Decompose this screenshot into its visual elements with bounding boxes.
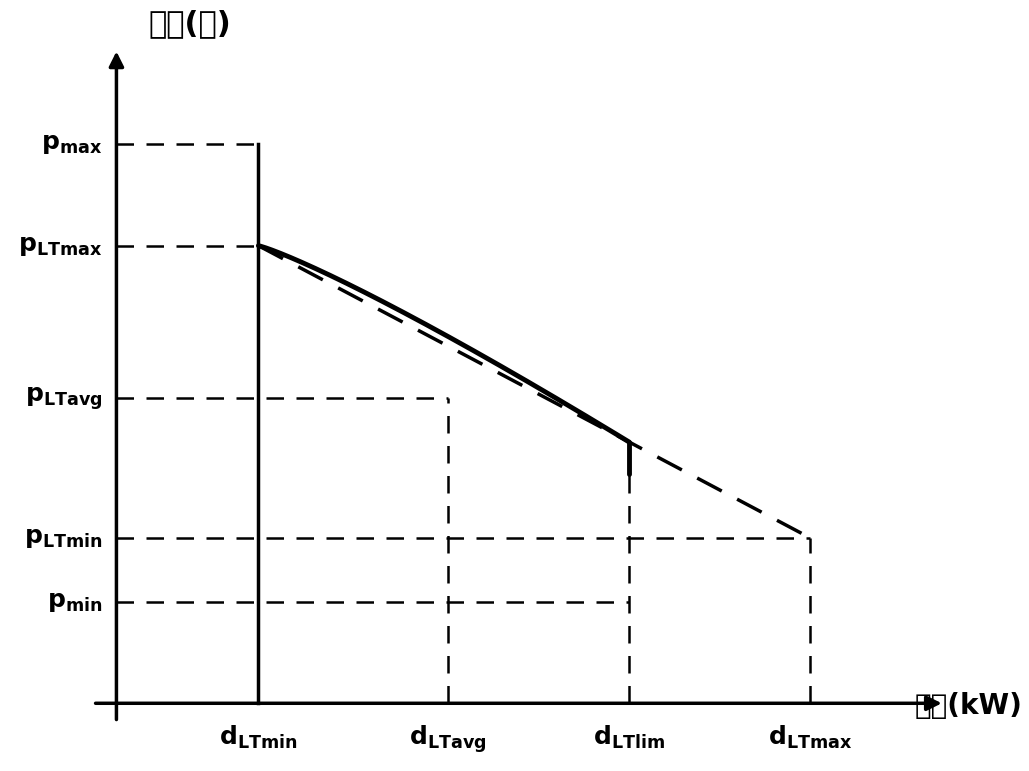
Text: $\mathbf{p_{LTmin}}$: $\mathbf{p_{LTmin}}$	[24, 526, 102, 550]
Text: $\mathbf{d_{LTmax}}$: $\mathbf{d_{LTmax}}$	[769, 724, 853, 751]
Text: $\mathbf{d_{LTmin}}$: $\mathbf{d_{LTmin}}$	[219, 724, 297, 751]
Text: $\mathbf{d_{LTlim}}$: $\mathbf{d_{LTlim}}$	[593, 724, 665, 751]
Text: 价格(元): 价格(元)	[148, 8, 230, 38]
Text: $\mathbf{p_{LTmax}}$: $\mathbf{p_{LTmax}}$	[17, 234, 102, 258]
Text: $\mathbf{p_{LTavg}}$: $\mathbf{p_{LTavg}}$	[25, 385, 102, 412]
Text: $\mathbf{p_{max}}$: $\mathbf{p_{max}}$	[41, 132, 102, 156]
Text: 需求(kW): 需求(kW)	[914, 692, 1022, 720]
Text: $\mathbf{p_{min}}$: $\mathbf{p_{min}}$	[46, 590, 102, 614]
Text: $\mathbf{d_{LTavg}}$: $\mathbf{d_{LTavg}}$	[409, 724, 487, 756]
